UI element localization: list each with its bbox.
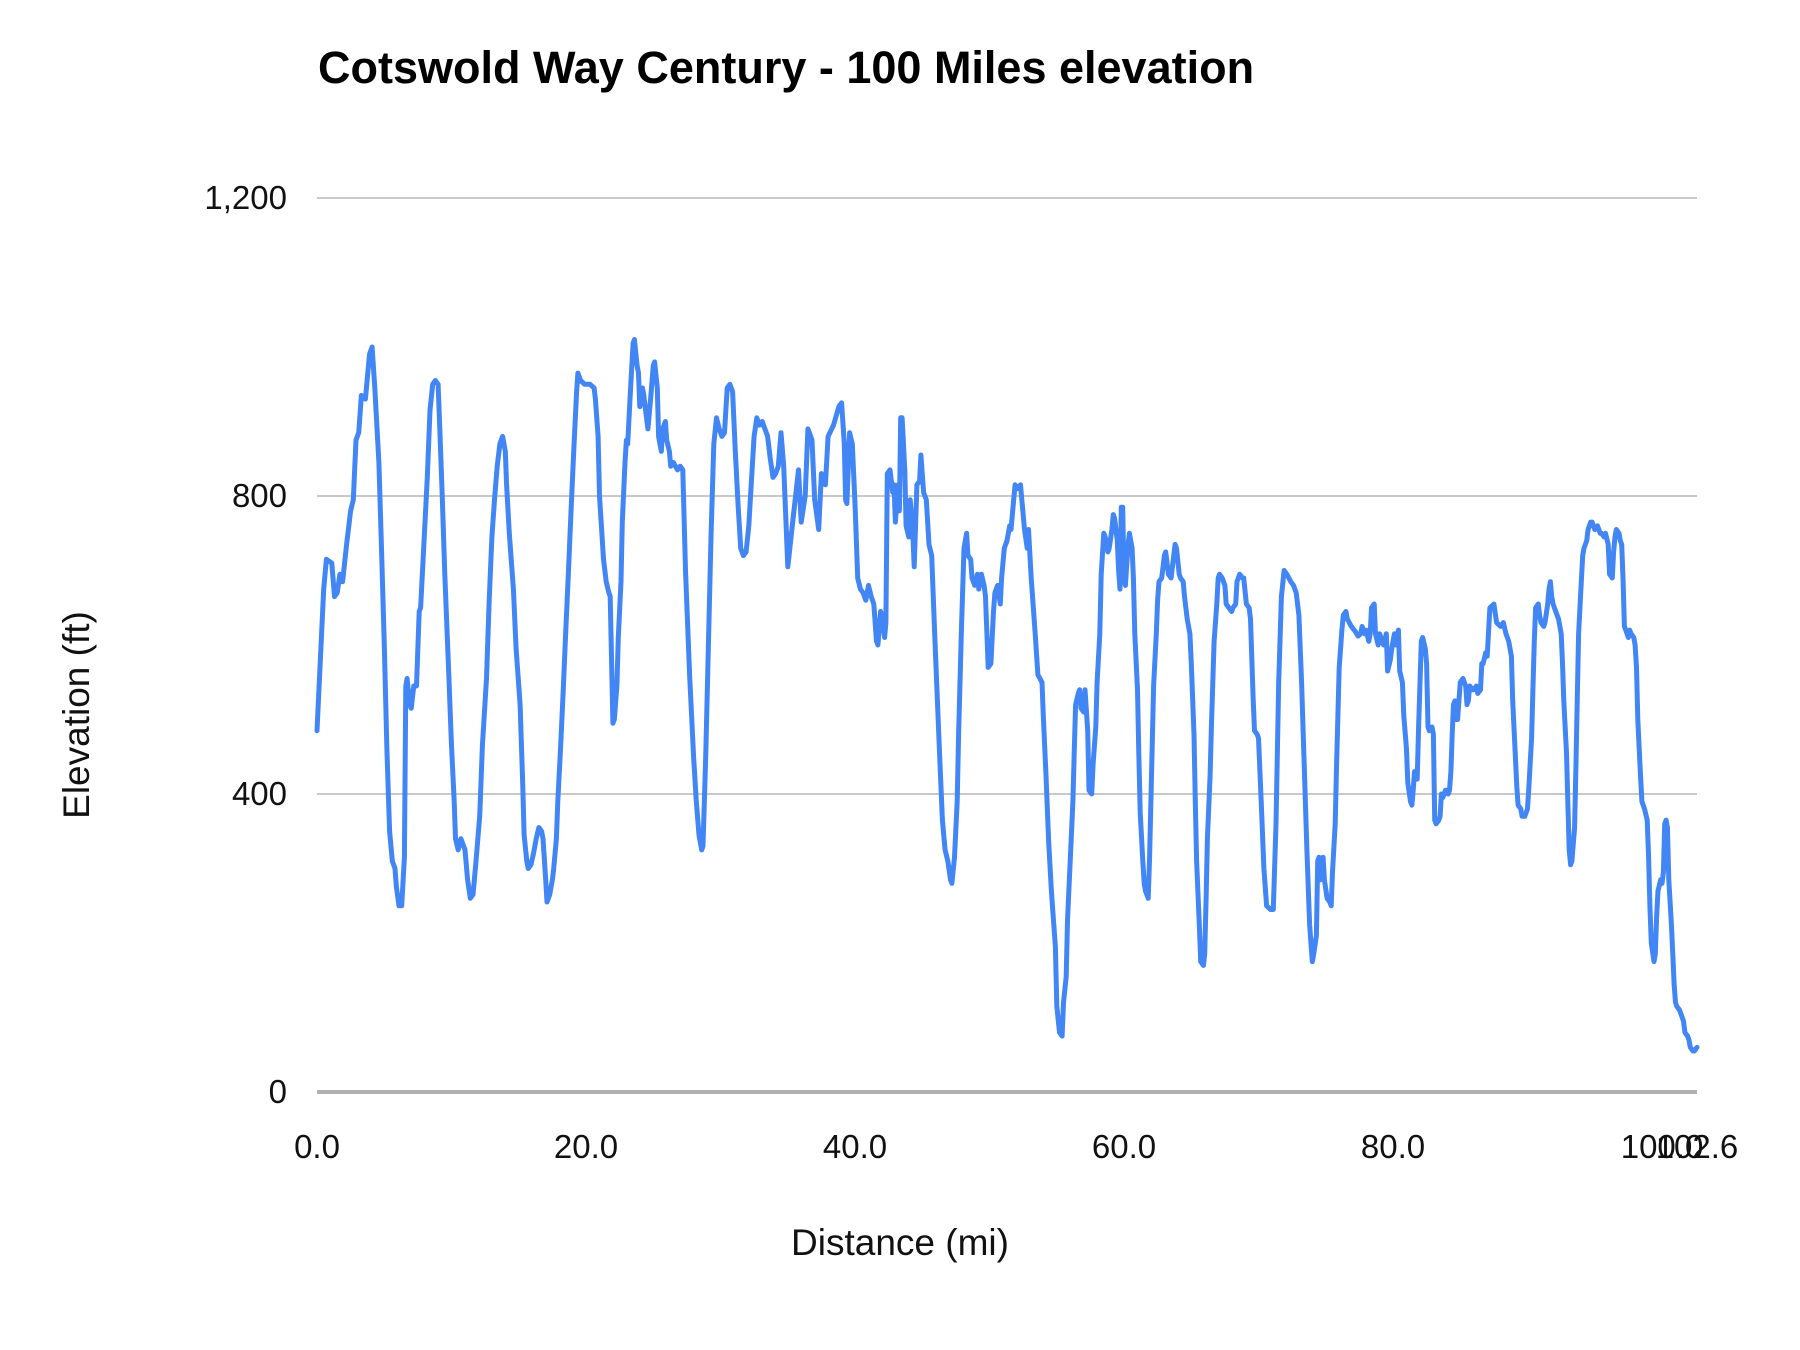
gridlines [317, 197, 1697, 1094]
x-tick-label: 20.0 [553, 1128, 619, 1165]
x-axis-title: Distance (mi) [791, 1222, 1009, 1263]
chart-title: Cotswold Way Century - 100 Miles elevati… [318, 42, 1255, 93]
x-tick-label: 0.0 [294, 1128, 340, 1165]
x-tick-label: 40.0 [822, 1128, 888, 1165]
y-tick-label: 400 [231, 775, 287, 812]
y-tick-label: 800 [231, 477, 287, 514]
elevation-line-series [314, 337, 1700, 1054]
x-tick-label: 102.6 [1655, 1128, 1739, 1165]
y-tick-label: 0 [268, 1073, 287, 1110]
y-tick-label: 1,200 [204, 179, 287, 216]
x-tick-label: 80.0 [1360, 1128, 1426, 1165]
x-tick-label: 60.0 [1091, 1128, 1157, 1165]
x-tick-label: 100.0 [1620, 1128, 1704, 1165]
